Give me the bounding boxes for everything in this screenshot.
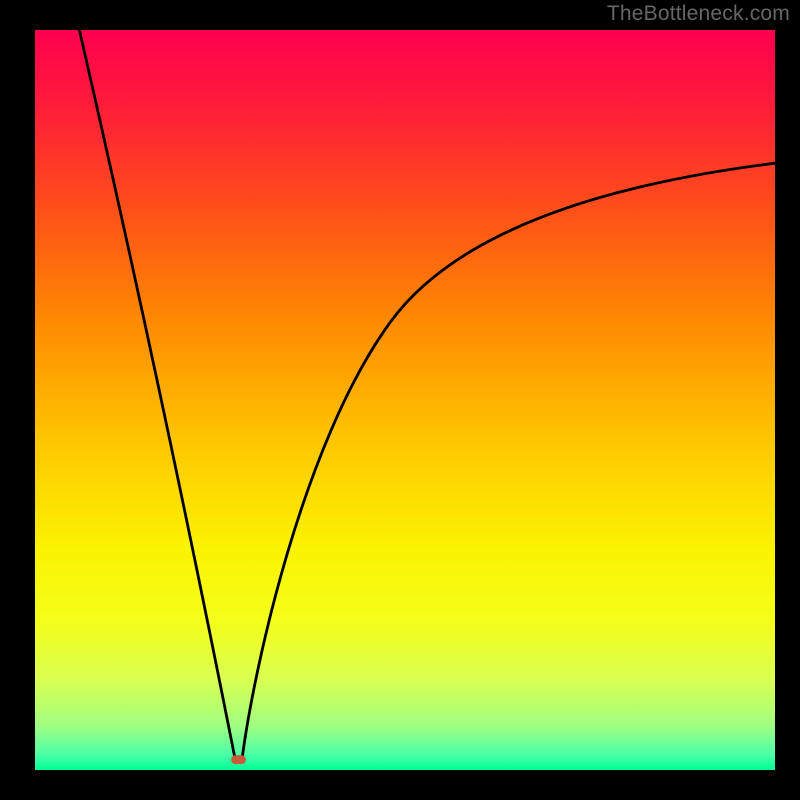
plot-area (35, 30, 775, 770)
watermark-text: TheBottleneck.com (607, 2, 790, 26)
gradient-background (35, 30, 775, 770)
minimum-marker (231, 755, 246, 764)
chart-frame: TheBottleneck.com (0, 0, 800, 800)
chart-svg (35, 30, 775, 770)
